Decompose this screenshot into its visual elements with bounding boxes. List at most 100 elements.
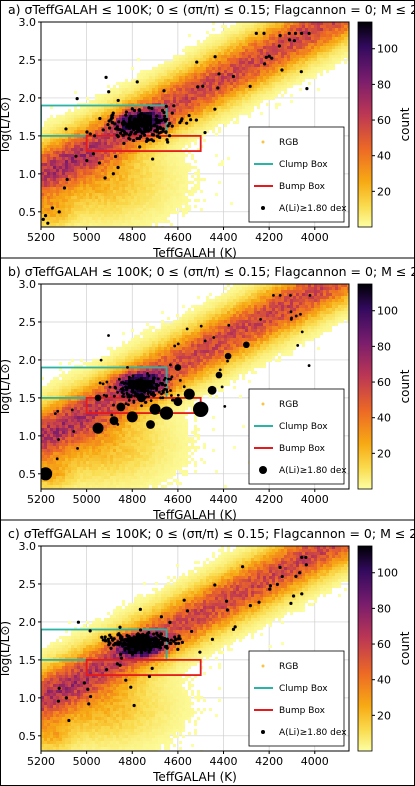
density-bin [89, 142, 92, 145]
density-bin [311, 70, 314, 73]
density-bin [107, 178, 110, 181]
density-bin [116, 190, 119, 193]
density-bin [95, 455, 98, 458]
density-bin [71, 169, 74, 172]
density-bin [164, 76, 167, 79]
density-bin [185, 76, 188, 79]
density-bin [137, 82, 140, 85]
density-bin [236, 46, 239, 49]
density-bin [158, 163, 161, 166]
density-bin [95, 434, 98, 437]
density-bin [50, 425, 53, 428]
density-bin [74, 205, 77, 208]
density-bin [209, 58, 212, 61]
density-bin [83, 443, 86, 446]
density-bin [86, 127, 89, 130]
density-bin [191, 103, 194, 106]
density-bin [74, 458, 77, 461]
density-bin [305, 76, 308, 79]
density-bin [185, 166, 188, 169]
density-bin [95, 187, 98, 190]
density-bin [209, 100, 212, 103]
density-bin [179, 112, 182, 115]
density-bin [248, 115, 251, 118]
y-tick-label: 3.0 [19, 16, 37, 29]
density-bin [200, 178, 203, 181]
density-bin [83, 178, 86, 181]
density-bin [233, 97, 236, 100]
density-bin [296, 55, 299, 58]
density-bin [119, 148, 122, 151]
density-bin [236, 70, 239, 73]
density-bin [71, 371, 74, 374]
density-bin [86, 202, 89, 205]
density-bin [260, 112, 263, 115]
density-bin [161, 196, 164, 199]
density-bin [50, 401, 53, 404]
density-bin [227, 79, 230, 82]
density-bin [158, 109, 161, 112]
density-bin [320, 67, 323, 70]
density-bin [221, 88, 224, 91]
density-bin [110, 133, 113, 136]
density-bin [86, 371, 89, 374]
density-bin [275, 58, 278, 61]
density-bin [176, 181, 179, 184]
density-bin [230, 64, 233, 67]
density-bin [191, 121, 194, 124]
density-bin [155, 85, 158, 88]
density-bin [311, 34, 314, 37]
density-bin [83, 383, 86, 386]
density-bin [185, 70, 188, 73]
li-rich-star [277, 44, 281, 48]
density-bin [98, 380, 101, 383]
colorbar-tick-label: 60 [377, 114, 391, 127]
density-bin [65, 175, 68, 178]
density-bin [191, 52, 194, 55]
density-bin [314, 61, 317, 64]
density-bin [47, 172, 50, 175]
density-bin [254, 34, 257, 37]
density-bin [92, 473, 95, 476]
density-bin [173, 127, 176, 130]
density-bin [152, 88, 155, 91]
density-bin [221, 55, 224, 58]
density-bin [263, 22, 266, 25]
density-bin [59, 473, 62, 476]
density-bin [311, 58, 314, 61]
density-bin [227, 106, 230, 109]
density-bin [86, 464, 89, 467]
density-bin [224, 88, 227, 91]
density-bin [188, 100, 191, 103]
density-bin [281, 49, 284, 52]
li-rich-star [138, 145, 142, 149]
li-rich-star [110, 116, 114, 120]
density-bin [110, 106, 113, 109]
density-bin [242, 112, 245, 115]
density-bin [92, 169, 95, 172]
density-bin [278, 67, 281, 70]
density-bin [50, 160, 53, 163]
density-bin [95, 139, 98, 142]
density-bin [149, 79, 152, 82]
density-bin [212, 55, 215, 58]
density-bin [164, 178, 167, 181]
li-rich-star [43, 214, 48, 218]
density-bin [128, 181, 131, 184]
density-bin [272, 46, 275, 49]
density-bin [56, 449, 59, 452]
density-bin [62, 124, 65, 127]
li-rich-star [280, 68, 284, 72]
density-bin [230, 118, 233, 121]
density-bin [137, 172, 140, 175]
density-bin [245, 103, 248, 106]
density-bin [248, 22, 251, 25]
density-bin [341, 37, 344, 40]
density-bin [185, 52, 188, 55]
density-bin [65, 142, 68, 145]
density-bin [77, 461, 80, 464]
density-bin [275, 94, 278, 97]
density-bin [140, 163, 143, 166]
density-bin [305, 28, 308, 31]
density-bin [122, 115, 125, 118]
